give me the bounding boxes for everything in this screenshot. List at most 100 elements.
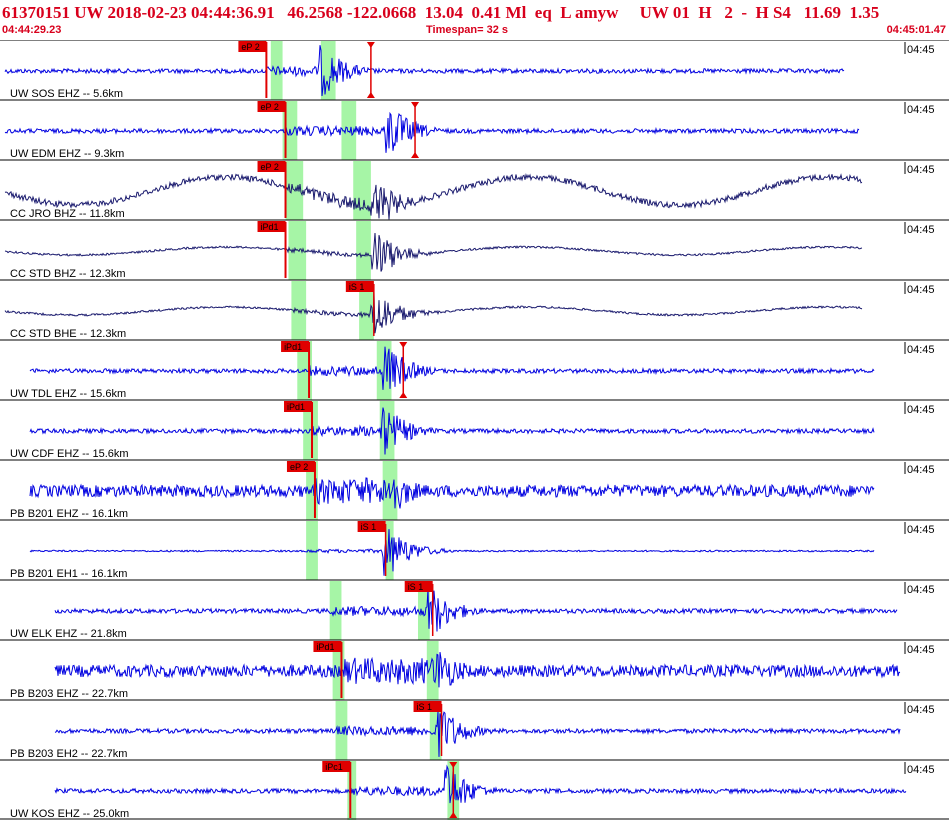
s-pick-flag[interactable] [357, 521, 386, 532]
trace-panel[interactable]: iPd1 04:45 UW TDL EHZ -- 15.6km [0, 339, 949, 400]
s-pick-marker[interactable] [449, 812, 458, 818]
trace-time-label: 04:45 [907, 464, 935, 476]
p-pick-flag[interactable] [257, 161, 286, 172]
seismogram-panel[interactable]: eP 2 04:45 UW SOS EHZ -- 5.6km eP 2 04:45 UW … [0, 40, 949, 820]
trace-panel[interactable]: iPd1 04:45 CC STD BHZ -- 12.3km [0, 219, 949, 280]
trace-time-label: 04:45 [907, 584, 935, 596]
trace-panel[interactable]: iPd1 04:45 PB B203 EHZ -- 22.7km [0, 639, 949, 700]
s-pick-label: iS 1 [349, 282, 365, 292]
window-end-time: 04:45:01.47 [886, 24, 946, 36]
waveform [29, 346, 875, 390]
event-header: 61370151 UW 2018-02-23 04:44:36.91 46.25… [0, 0, 949, 40]
s-pick-flag[interactable] [413, 701, 442, 712]
waveform [54, 711, 901, 757]
waveform [54, 764, 907, 804]
s-window [341, 101, 357, 160]
waveform [4, 172, 863, 220]
p-pick-label: iPd1 [287, 402, 305, 412]
station-label: CC JRO BHZ -- 11.8km [10, 208, 125, 220]
p-pick-label: eP 2 [290, 462, 308, 472]
trace-panel[interactable]: iS 1 04:45 PB B203 EH2 -- 22.7km [0, 699, 949, 760]
p-pick-label: iPd1 [284, 342, 302, 352]
station-label: UW ELK EHZ -- 21.8km [10, 628, 127, 640]
s-window [382, 461, 398, 520]
p-window [306, 521, 318, 580]
p-pick-flag[interactable] [257, 101, 286, 112]
trace-panel[interactable]: iPd1 04:45 UW CDF EHZ -- 15.6km [0, 399, 949, 460]
station-label: CC STD BHE -- 12.3km [10, 328, 126, 340]
waveform [54, 652, 901, 688]
event-summary-line: 61370151 UW 2018-02-23 04:44:36.91 46.25… [2, 3, 880, 22]
trace-time-label: 04:45 [907, 104, 935, 116]
waveform [4, 232, 863, 272]
s-window [356, 221, 371, 280]
p-window [303, 401, 318, 460]
p-pick-flag[interactable] [257, 221, 286, 232]
s-pick-marker[interactable] [366, 92, 375, 98]
s-window [353, 161, 371, 220]
p-window [291, 281, 307, 340]
trace-time-label: 04:45 [907, 44, 935, 56]
s-pick-label: iS 1 [408, 582, 424, 592]
trace-panel[interactable]: eP 2 04:45 UW SOS EHZ -- 5.6km [0, 40, 949, 100]
p-pick-flag[interactable] [284, 401, 313, 412]
station-label: UW KOS EHZ -- 25.0km [10, 808, 129, 820]
station-label: CC STD BHZ -- 12.3km [10, 268, 126, 280]
trace-panel[interactable]: eP 2 04:45 PB B201 EHZ -- 16.1km [0, 459, 949, 520]
p-pick-label: eP 2 [261, 162, 279, 172]
station-label: UW SOS EHZ -- 5.6km [10, 88, 123, 100]
trace-time-label: 04:45 [907, 644, 935, 656]
trace-time-label: 04:45 [907, 524, 935, 536]
p-window [306, 461, 318, 520]
waveform [29, 407, 875, 455]
waveform [29, 477, 875, 509]
trace-time-label: 04:45 [907, 764, 935, 776]
s-window [417, 581, 430, 640]
s-pick-label: iS 1 [417, 702, 433, 712]
s-pick-marker[interactable] [399, 392, 408, 398]
waveform [29, 529, 875, 576]
s-pick-marker[interactable] [399, 342, 408, 348]
p-pick-label: eP 2 [241, 42, 259, 52]
waveform [4, 291, 863, 334]
window-start-time: 04:44:29.23 [2, 24, 62, 36]
trace-time-label: 04:45 [907, 704, 935, 716]
station-label: PB B201 EH1 -- 16.1km [10, 568, 127, 580]
p-pick-flag[interactable] [238, 41, 267, 52]
trace-panel[interactable]: iPc1 04:45 UW KOS EHZ -- 25.0km [0, 759, 949, 820]
station-label: PB B201 EHZ -- 16.1km [10, 508, 128, 520]
p-window [288, 221, 307, 280]
s-window [379, 401, 395, 460]
trace-panel[interactable]: eP 2 04:45 UW EDM EHZ -- 9.3km [0, 99, 949, 160]
s-pick-marker[interactable] [411, 102, 420, 108]
timespan-label: Timespan= 32 s [426, 24, 509, 36]
s-pick-flag[interactable] [404, 581, 433, 592]
waveform [54, 588, 898, 632]
p-pick-label: iPc1 [325, 762, 343, 772]
s-window [426, 641, 439, 700]
s-pick-marker[interactable] [449, 762, 458, 768]
trace-time-label: 04:45 [907, 164, 935, 176]
s-pick-marker[interactable] [411, 152, 420, 158]
p-pick-flag[interactable] [322, 761, 351, 772]
p-pick-flag[interactable] [286, 461, 315, 472]
p-pick-label: eP 2 [261, 102, 279, 112]
trace-time-label: 04:45 [907, 404, 935, 416]
station-label: PB B203 EH2 -- 22.7km [10, 748, 127, 760]
station-label: UW TDL EHZ -- 15.6km [10, 388, 126, 400]
s-window [359, 281, 374, 340]
p-pick-flag[interactable] [313, 641, 342, 652]
waveform [4, 45, 845, 97]
p-pick-flag[interactable] [281, 341, 310, 352]
trace-panel[interactable]: eP 2 04:45 CC JRO BHZ -- 11.8km [0, 159, 949, 220]
trace-panel[interactable]: iS 1 04:45 CC STD BHE -- 12.3km [0, 279, 949, 340]
station-label: UW CDF EHZ -- 15.6km [10, 448, 129, 460]
s-pick-label: iS 1 [361, 522, 377, 532]
trace-panel[interactable]: iS 1 04:45 UW ELK EHZ -- 21.8km [0, 579, 949, 640]
p-pick-label: iPd1 [316, 642, 334, 652]
s-pick-flag[interactable] [345, 281, 374, 292]
station-label: PB B203 EHZ -- 22.7km [10, 688, 128, 700]
station-label: UW EDM EHZ -- 9.3km [10, 148, 124, 160]
s-pick-marker[interactable] [366, 42, 375, 48]
trace-panel[interactable]: iS 1 04:45 PB B201 EH1 -- 16.1km [0, 519, 949, 580]
